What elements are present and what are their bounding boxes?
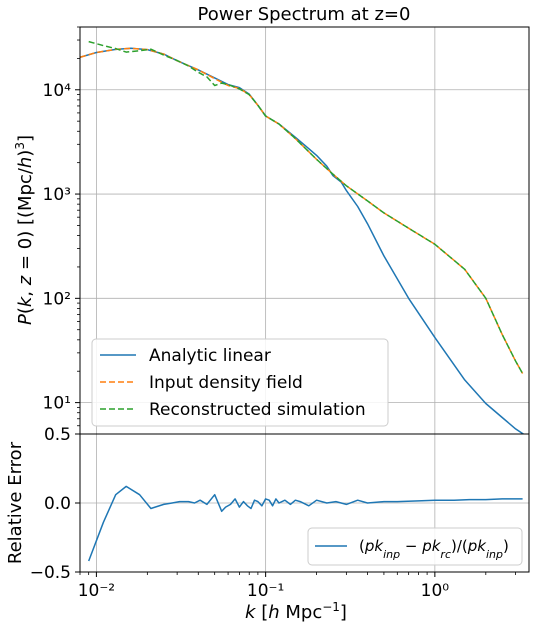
top-y-tick-label: 10⁴ (43, 81, 72, 101)
top-y-tick-label: 10² (43, 289, 71, 309)
bottom-legend: (pkinp − pkrc)/(pkinp) (307, 527, 523, 566)
top-legend-box (91, 338, 389, 427)
x-axis-label: k [h Mpc−1] (245, 600, 347, 623)
series-line-input-density-field (80, 47, 524, 374)
x-tick-label: 10⁻¹ (247, 581, 284, 601)
bottom-series-group (87, 485, 523, 562)
top-y-tick-label: 10³ (43, 185, 71, 205)
x-tick-label: 10⁰ (421, 581, 450, 601)
series-line-analytic-linear (80, 47, 525, 434)
relative-error-panel: 10⁻² 10⁻¹ 10⁰ −0.5 0.0 0.5 Relative Error k [… (5, 425, 530, 623)
chart-title: Power Spectrum at z=0 (198, 4, 411, 25)
bottom-series-clip (87, 485, 523, 562)
bottom-y-tick-label: 0.5 (44, 425, 71, 445)
top-y-axis-label: P(k, z = 0) [(Mpc/h)3] (13, 135, 36, 325)
bottom-y-axis-label: Relative Error (5, 441, 26, 564)
legend-label-analytic-linear: Analytic linear (149, 346, 271, 366)
series-line-reconstructed-simulation (88, 40, 524, 374)
series-line-relative-error (87, 485, 523, 562)
legend-label-input-density-field: Input density field (149, 373, 303, 393)
top-y-tick-label: 10¹ (43, 394, 71, 414)
legend-label-relative-error: (pkinp − pkrc)/(pkinp) (359, 537, 509, 561)
bottom-y-tick-label: −0.5 (30, 563, 71, 583)
top-series-clip (80, 40, 525, 434)
top-series-group (80, 40, 525, 434)
power-spectrum-panel: 10¹ 10² 10³ 10⁴ Power Spectrum at z=0 P(k, … (13, 4, 530, 439)
bottom-y-tick-label: 0.0 (44, 494, 71, 514)
bottom-legend-box (307, 527, 523, 566)
legend-label-reconstructed-simulation: Reconstructed simulation (149, 400, 366, 420)
top-legend: Analytic linear Input density field Recons… (91, 338, 389, 427)
bottom-ticks: 10⁻² 10⁻¹ 10⁰ −0.5 0.0 0.5 (30, 425, 517, 601)
x-tick-label: 10⁻² (78, 581, 115, 601)
